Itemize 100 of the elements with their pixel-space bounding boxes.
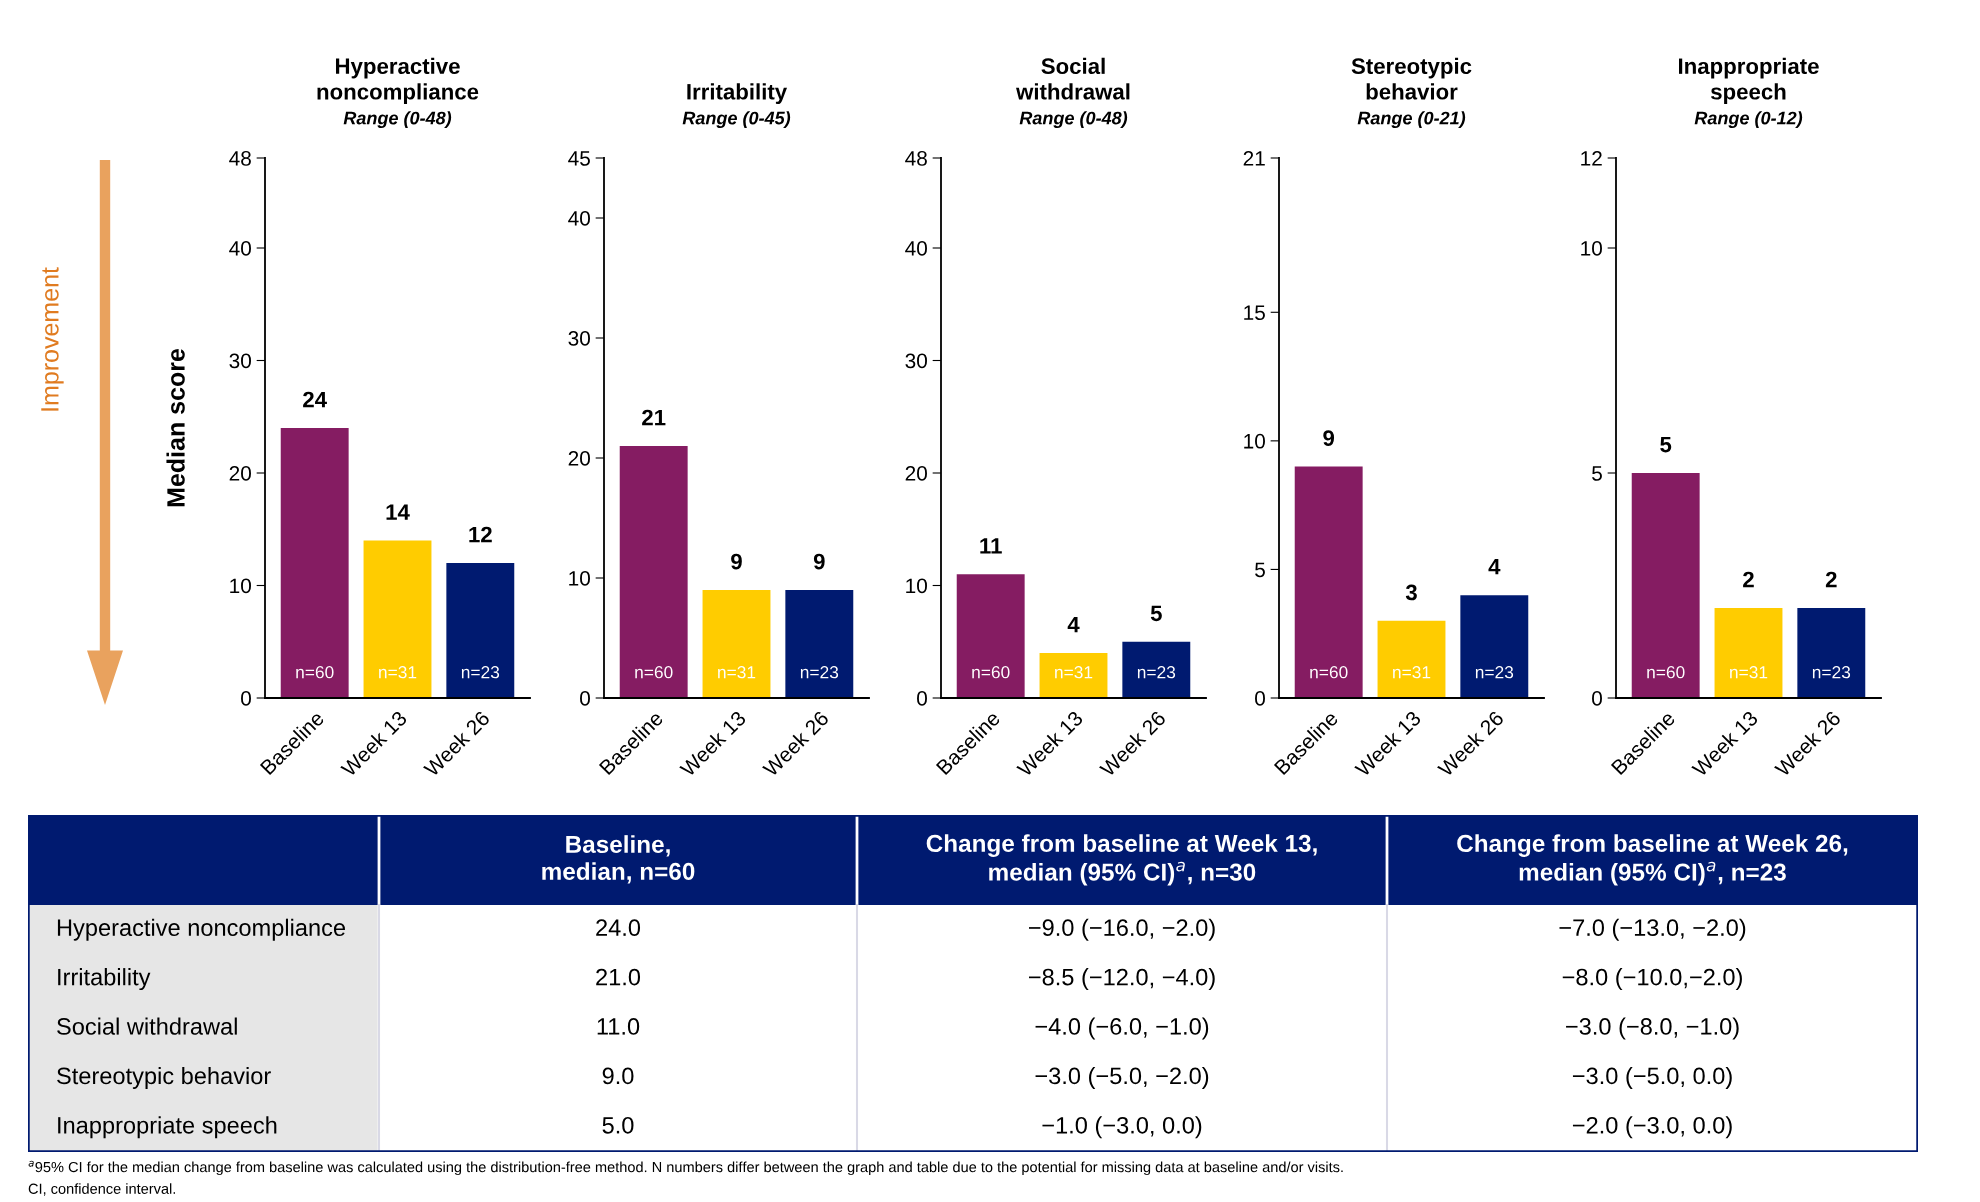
text: −7.0 (−13.0, −2.0)	[1559, 918, 1746, 941]
annotation: n=60	[296, 666, 334, 679]
y-tick-label: 10	[569, 571, 590, 586]
data-label: 5	[1660, 436, 1672, 453]
annotation: n=23	[1475, 666, 1514, 679]
text: Improvement	[41, 267, 64, 411]
chart-title: Social withdrawal	[1016, 57, 1130, 100]
annotation: n=60	[1310, 666, 1348, 679]
y-tick-label: 21	[1243, 151, 1265, 166]
text: 5.0	[602, 1116, 634, 1134]
data-label: 2	[1825, 571, 1837, 588]
text: −3.0 (−5.0, −2.0)	[1035, 1066, 1209, 1089]
bar	[446, 563, 515, 698]
bar	[1039, 653, 1108, 698]
y-tick-label: 10	[230, 578, 251, 594]
data-label: 11	[980, 538, 1002, 554]
data-label: 24	[303, 391, 327, 408]
data-label: 4	[1488, 559, 1501, 575]
bar	[1294, 466, 1363, 698]
bar	[1377, 620, 1446, 698]
data-label: 3	[1405, 584, 1417, 601]
annotation: n=60	[635, 666, 673, 679]
y-axis-title: Median score	[166, 348, 185, 507]
y-tick-label: 5	[1592, 466, 1602, 481]
y-tick-label: 0	[1255, 691, 1265, 706]
category-label: Inappropriate speech	[58, 1116, 277, 1139]
annotation: n=31	[1393, 666, 1431, 679]
y-tick-label: 0	[917, 691, 927, 706]
bar	[1122, 641, 1191, 698]
y-tick-label: 48	[905, 151, 927, 166]
text: −2.0 (−3.0, 0.0)	[1572, 1116, 1732, 1139]
data-label: 9	[1323, 430, 1335, 446]
annotation: n=23	[800, 666, 839, 679]
chart-title: Irritability	[687, 83, 788, 104]
y-tick-label: 40	[229, 241, 251, 256]
text: −8.0 (−10.0,−2.0)	[1562, 968, 1742, 991]
annotation: n=23	[1812, 666, 1851, 679]
y-tick-label: 0	[241, 691, 251, 706]
data-label: 9	[813, 553, 825, 570]
annotation: n=60	[972, 666, 1010, 679]
text: 9.0	[602, 1067, 634, 1085]
chart-subtitle: Range (0-12)	[1694, 111, 1803, 128]
y-tick-label: 40	[568, 211, 590, 226]
data-label: 12	[469, 526, 492, 543]
text: 21.0	[596, 968, 641, 986]
y-tick-label: 45	[568, 151, 590, 166]
y-tick-label: 30	[568, 331, 590, 346]
y-tick-label: 10	[906, 578, 927, 594]
bar	[956, 574, 1025, 698]
text: 11.0	[597, 1018, 640, 1035]
chart-subtitle: Range (0-21)	[1357, 111, 1466, 128]
annotation: n=31	[718, 666, 756, 679]
y-tick-label: 12	[1581, 151, 1602, 166]
text: CI, confidence interval.	[28, 1183, 176, 1196]
y-tick-label: 30	[229, 353, 251, 369]
chart-title: Hyperactive noncompliance	[317, 57, 479, 104]
y-tick-label: 20	[905, 466, 927, 481]
category-label: Social withdrawal	[57, 1017, 237, 1035]
chart-title: Stereotypic behavior	[1351, 57, 1472, 100]
y-tick-label: 30	[905, 353, 927, 369]
category-label: Irritability	[58, 968, 151, 991]
y-tick-label: 20	[229, 466, 251, 481]
category-label: Stereotypic behavior	[57, 1066, 271, 1089]
annotation: n=31	[379, 666, 417, 679]
bar	[363, 540, 432, 698]
annotation: n=23	[1137, 666, 1176, 679]
data-label: 14	[386, 504, 410, 520]
y-tick-label: 10	[1581, 241, 1602, 256]
bar	[1460, 595, 1529, 698]
y-tick-label: 0	[580, 691, 590, 706]
text: −1.0 (−3.0, 0.0)	[1042, 1116, 1202, 1139]
text: −4.0 (−6.0, −1.0)	[1035, 1017, 1209, 1040]
data-label: 9	[731, 553, 742, 570]
y-tick-label: 10	[1244, 433, 1265, 449]
chart-subtitle: Range (0-45)	[682, 111, 791, 128]
chart-subtitle: Range (0-48)	[1019, 111, 1128, 128]
text: −3.0 (−5.0, 0.0)	[1572, 1066, 1732, 1089]
y-tick-label: 15	[1244, 305, 1265, 321]
annotation: n=31	[1055, 666, 1093, 679]
y-tick-label: 40	[905, 241, 927, 256]
category-label: Baseline, median, n=60	[542, 835, 695, 884]
category-label: Change from baseline at Week 26, median (95% CI)$^{a}$, n=23	[1457, 834, 1848, 886]
text: −8.5 (−12.0, −4.0)	[1028, 968, 1215, 991]
bar	[280, 428, 349, 698]
y-tick-label: 20	[568, 451, 590, 466]
data-label: 5	[1150, 605, 1162, 622]
data-label: 4	[1067, 616, 1080, 633]
y-tick-label: 48	[229, 151, 251, 166]
annotation: n=23	[461, 666, 500, 679]
chart-subtitle: Range (0-48)	[343, 111, 452, 128]
text: 24.0	[596, 919, 641, 937]
data-label: 21	[642, 409, 666, 426]
category-label: Change from baseline at Week 13, median (95% CI)$^{a}$, n=30	[926, 834, 1317, 886]
annotation: n=31	[1730, 666, 1768, 679]
annotation: n=60	[1647, 666, 1685, 679]
text: −9.0 (−16.0, −2.0)	[1028, 918, 1215, 941]
text: −3.0 (−8.0, −1.0)	[1566, 1017, 1739, 1040]
chart-title: Inappropriate speech	[1678, 57, 1819, 104]
y-tick-label: 5	[1255, 562, 1265, 578]
category-label: Hyperactive noncompliance	[57, 918, 345, 941]
